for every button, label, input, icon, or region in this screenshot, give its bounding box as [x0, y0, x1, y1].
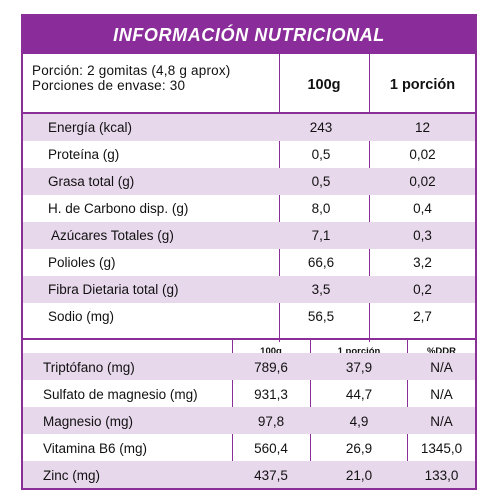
- nutrient-row-sugars: Azúcares Totales (g) 7,1 0,3: [23, 222, 475, 249]
- extra-value-ddr: N/A: [430, 387, 453, 402]
- extras-header-serving: 1 porción: [337, 346, 381, 357]
- nutrient-value-100g: 56,5: [307, 309, 335, 324]
- extra-label: Sulfato de magnesio (mg): [43, 387, 198, 402]
- extra-value-serving: 26,9: [345, 441, 373, 456]
- nutrient-label: Grasa total (g): [48, 174, 135, 189]
- divider-line: [279, 54, 280, 342]
- extra-value-serving: 44,7: [345, 387, 373, 402]
- nutrient-value-serving: 0,02: [409, 174, 436, 189]
- serving-header: Porción: 2 gomitas (4,8 g aprox) Porcion…: [23, 54, 475, 114]
- serving-size: Porción: 2 gomitas (4,8 g aprox): [32, 63, 231, 78]
- extra-value-ddr: N/A: [430, 414, 453, 429]
- extra-value-serving: 37,9: [345, 360, 373, 375]
- nutrient-label: Proteína (g): [48, 147, 120, 162]
- extra-value-ddr: 1345,0: [420, 441, 463, 456]
- extra-label: Vitamina B6 (mg): [43, 441, 148, 456]
- extra-value-serving: 4,9: [349, 414, 369, 429]
- nutrient-row-protein: Proteína (g) 0,5 0,02: [23, 141, 475, 168]
- nutrient-value-serving: 2,7: [413, 309, 432, 324]
- extra-row-magnesium: Magnesio (mg) 97,8 4,9 N/A: [23, 407, 475, 434]
- extra-label: Triptófano (mg): [43, 360, 135, 375]
- nutrient-value-100g: 243: [309, 120, 333, 135]
- nutrient-value-serving: 0,2: [413, 282, 432, 297]
- extra-value-serving: 21,0: [345, 468, 373, 483]
- extra-row-zinc: Zinc (mg) 437,5 21,0 133,0: [23, 461, 475, 488]
- extra-value-100g: 560,4: [254, 441, 288, 456]
- nutrient-value-100g: 7,1: [311, 228, 331, 243]
- extra-label: Zinc (mg): [43, 468, 100, 483]
- extra-label: Magnesio (mg): [43, 414, 134, 429]
- extras-header-100g: 100g: [260, 346, 282, 357]
- nutrient-label: Fibra Dietaria total (g): [48, 282, 179, 297]
- nutrient-value-100g: 8,0: [311, 201, 331, 216]
- nutrient-row-sodium: Sodio (mg) 56,5 2,7: [23, 303, 475, 330]
- nutrient-value-serving: 0,3: [413, 228, 432, 243]
- table-title: INFORMACIÓN NUTRICIONAL: [23, 16, 475, 54]
- extra-value-100g: 437,5: [254, 468, 288, 483]
- nutrient-row-carbs: H. de Carbono disp. (g) 8,0 0,4: [23, 195, 475, 222]
- nutrient-value-100g: 66,6: [307, 255, 335, 270]
- extra-value-100g: 789,6: [254, 360, 288, 375]
- nutrient-label: Polioles (g): [48, 255, 116, 270]
- nutrient-value-100g: 0,5: [311, 174, 331, 189]
- column-header-100g: 100g: [307, 77, 341, 93]
- nutrient-row-polyols: Polioles (g) 66,6 3,2: [23, 249, 475, 276]
- nutrient-label: Azúcares Totales (g): [48, 228, 174, 243]
- extra-value-100g: 931,3: [254, 387, 288, 402]
- extra-row-vitamin-b6: Vitamina B6 (mg) 560,4 26,9 1345,0: [23, 434, 475, 461]
- extra-row-magnesium-sulfate: Sulfato de magnesio (mg) 931,3 44,7 N/A: [23, 380, 475, 407]
- nutrient-value-serving: 0,4: [413, 201, 432, 216]
- extra-value-100g: 97,8: [257, 414, 285, 429]
- column-header-serving: 1 porción: [389, 77, 456, 93]
- nutrient-label: Sodio (mg): [48, 309, 115, 324]
- extra-row-tryptophan: Triptófano (mg) 789,6 37,9 N/A: [23, 353, 475, 380]
- nutrition-table: INFORMACIÓN NUTRICIONAL Porción: 2 gomit…: [21, 14, 477, 490]
- extra-value-ddr: N/A: [430, 360, 453, 375]
- nutrient-value-serving: 12: [414, 120, 431, 135]
- extras-header: 100g 1 porción %DDR: [23, 342, 475, 362]
- divider-line: [369, 54, 370, 342]
- nutrient-label: Energía (kcal): [48, 120, 133, 135]
- serving-info: Porción: 2 gomitas (4,8 g aprox) Porcion…: [32, 63, 231, 93]
- nutrient-row-fiber: Fibra Dietaria total (g) 3,5 0,2: [23, 276, 475, 303]
- nutrient-value-serving: 3,2: [413, 255, 432, 270]
- nutrient-label: H. de Carbono disp. (g): [48, 201, 189, 216]
- nutrient-row-energy: Energía (kcal) 243 12: [23, 114, 475, 141]
- nutrient-value-serving: 0,02: [409, 147, 436, 162]
- section-divider: [23, 338, 475, 340]
- servings-per-container: Porciones de envase: 30: [32, 78, 186, 93]
- nutrient-value-100g: 3,5: [311, 282, 331, 297]
- extra-value-ddr: 133,0: [424, 468, 459, 483]
- extras-header-ddr: %DDR: [426, 346, 457, 357]
- nutrient-value-100g: 0,5: [311, 147, 331, 162]
- nutrient-row-fat: Grasa total (g) 0,5 0,02: [23, 168, 475, 195]
